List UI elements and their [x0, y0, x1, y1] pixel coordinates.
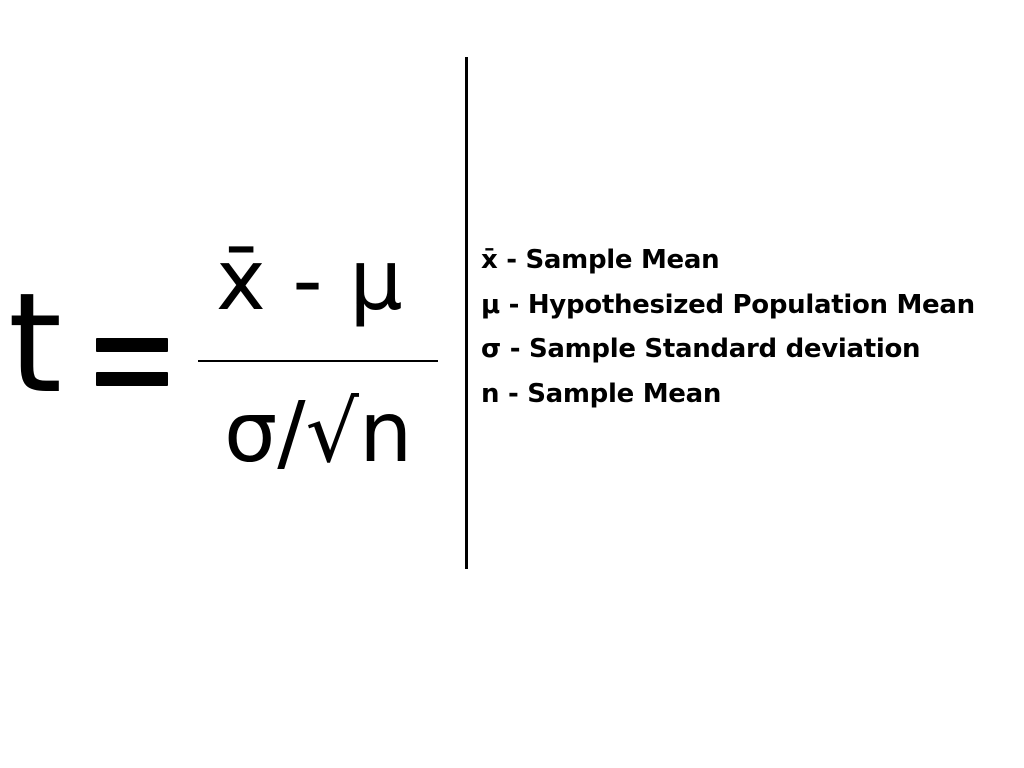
equals-bar-bottom	[96, 372, 168, 386]
legend-symbol: x̄	[481, 245, 498, 275]
legend-separator: -	[499, 378, 528, 409]
legend-symbol: n	[481, 378, 500, 409]
legend-item-sample-mean: x̄ - Sample Mean	[481, 238, 975, 283]
legend-separator: -	[497, 245, 526, 275]
equals-sign	[96, 338, 168, 386]
legend-item-std-deviation: σ - Sample Standard deviation	[481, 327, 975, 372]
legend-meaning: Sample Standard deviation	[528, 334, 921, 364]
formula-numerator: x̄ - μ	[216, 231, 403, 329]
formula-denominator: σ/√n	[224, 383, 413, 481]
legend-symbol: σ	[481, 334, 501, 364]
legend-item-n: n - Sample Mean	[481, 372, 975, 417]
fraction-bar	[198, 360, 438, 362]
legend-symbol: μ	[481, 289, 500, 320]
symbol-legend: x̄ - Sample Mean μ - Hypothesized Popula…	[481, 238, 975, 416]
formula-lhs-t: t	[8, 263, 62, 424]
legend-separator: -	[500, 334, 529, 364]
legend-item-population-mean: μ - Hypothesized Population Mean	[481, 283, 975, 328]
legend-meaning: Hypothesized Population Mean	[527, 289, 975, 320]
t-test-formula: t x̄ - μ σ/√n	[0, 0, 470, 768]
vertical-divider	[465, 57, 468, 569]
equals-bar-top	[96, 338, 168, 352]
legend-separator: -	[499, 289, 528, 320]
legend-meaning: Sample Mean	[527, 378, 722, 409]
legend-meaning: Sample Mean	[525, 245, 720, 275]
